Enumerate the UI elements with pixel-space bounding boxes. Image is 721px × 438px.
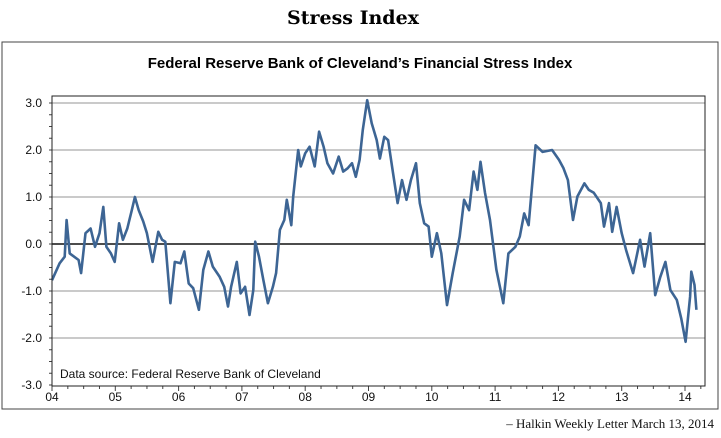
y-tick-label: 1.0 bbox=[25, 190, 42, 204]
plot-area-border bbox=[51, 95, 706, 387]
x-tick-label: 08 bbox=[299, 390, 313, 404]
y-tick-label: -2.0 bbox=[21, 331, 42, 345]
chart-title: Federal Reserve Bank of Cleveland’s Fina… bbox=[148, 55, 573, 72]
y-tick-label: 0.0 bbox=[25, 237, 42, 251]
x-tick-label: 09 bbox=[362, 390, 376, 404]
x-tick-label: 14 bbox=[678, 390, 692, 404]
x-tick-label: 10 bbox=[425, 390, 439, 404]
page-title: Stress Index bbox=[287, 7, 420, 29]
stress-index-line bbox=[50, 98, 698, 344]
y-tick-label: -3.0 bbox=[21, 378, 42, 392]
x-tick-label: 11 bbox=[489, 390, 502, 404]
y-tick-label: -1.0 bbox=[21, 284, 42, 298]
x-tick-label: 07 bbox=[235, 390, 249, 404]
x-tick-label: 06 bbox=[172, 390, 186, 404]
y-tick-label: 3.0 bbox=[25, 96, 42, 110]
footer-credit: – Halkin Weekly Letter March 13, 2014 bbox=[505, 416, 714, 431]
x-tick-label: 12 bbox=[552, 390, 566, 404]
x-tick-label: 05 bbox=[109, 390, 123, 404]
x-tick-label: 04 bbox=[45, 390, 59, 404]
y-tick-label: 2.0 bbox=[25, 143, 42, 157]
x-tick-label: 13 bbox=[615, 390, 629, 404]
data-source-note: Data source: Federal Reserve Bank of Cle… bbox=[60, 367, 321, 381]
